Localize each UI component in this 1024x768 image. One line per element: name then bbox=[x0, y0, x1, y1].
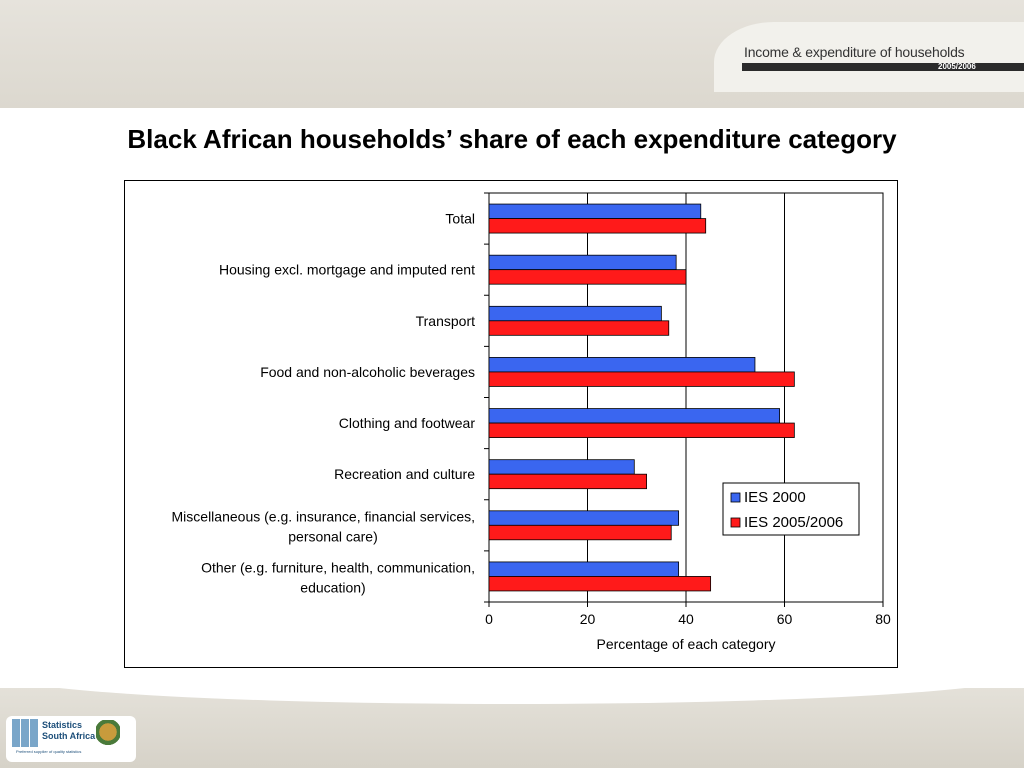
category-label: Food and non-alcoholic beverages bbox=[260, 364, 475, 380]
publication-year: 2005/2006 bbox=[938, 62, 976, 71]
publication-bar bbox=[742, 63, 1024, 71]
header-wave bbox=[714, 22, 1024, 92]
coat-of-arms-icon bbox=[96, 720, 120, 750]
publication-title: Income & expenditure of households bbox=[744, 44, 965, 60]
bar bbox=[488, 320, 670, 336]
bar bbox=[488, 524, 672, 541]
legend-swatch bbox=[730, 517, 741, 528]
bar-chart: 0 20 40 60 80 Total Housing excl. mortgage and… bbox=[172, 192, 891, 652]
legend-label: IES 2005/2006 bbox=[744, 514, 843, 531]
bar bbox=[488, 422, 795, 438]
bar bbox=[488, 218, 707, 234]
bar bbox=[488, 576, 712, 592]
bar bbox=[488, 459, 635, 475]
logo-text-line1: Statistics bbox=[42, 720, 83, 730]
category-label: Clothing and footwear bbox=[339, 415, 476, 431]
x-tick-label: 0 bbox=[485, 611, 493, 627]
bar bbox=[488, 510, 680, 526]
bar bbox=[488, 371, 795, 387]
x-axis-label: Percentage of each category bbox=[596, 636, 775, 652]
legend-swatch bbox=[730, 492, 741, 503]
category-label: education) bbox=[300, 579, 365, 595]
legend-box bbox=[722, 482, 860, 536]
bar bbox=[488, 357, 756, 373]
footer-curve bbox=[0, 674, 1024, 704]
slide-title: Black African households’ share of each … bbox=[127, 124, 897, 154]
category-label: Total bbox=[445, 211, 475, 227]
x-tick-label: 20 bbox=[580, 611, 596, 627]
x-tick-label: 80 bbox=[875, 611, 891, 627]
bar bbox=[488, 408, 780, 424]
bar bbox=[488, 203, 702, 219]
bar bbox=[488, 473, 648, 490]
category-label: Housing excl. mortgage and imputed rent bbox=[219, 262, 475, 278]
bar bbox=[488, 305, 662, 322]
category-label: Miscellaneous (e.g. insurance, financial… bbox=[172, 508, 475, 524]
category-label: Recreation and culture bbox=[334, 466, 475, 482]
category-label: Other (e.g. furniture, health, communica… bbox=[201, 559, 475, 575]
legend-label: IES 2000 bbox=[744, 489, 806, 506]
bar bbox=[488, 269, 687, 285]
stats-sa-logo-icon bbox=[12, 719, 38, 747]
bar bbox=[488, 561, 680, 577]
logo-text-line2: South Africa bbox=[42, 731, 96, 741]
bar bbox=[488, 254, 677, 271]
header-band bbox=[0, 0, 1024, 108]
x-tick-label: 60 bbox=[777, 611, 793, 627]
logo-tagline: Preferred supplier of quality statistics bbox=[16, 749, 82, 754]
category-label: personal care) bbox=[288, 528, 378, 544]
chart-frame: 0 20 40 60 80 Total Housing excl. mortgage and… bbox=[124, 180, 898, 668]
x-tick-label: 40 bbox=[678, 611, 694, 627]
category-label: Transport bbox=[416, 313, 476, 329]
footer-band bbox=[0, 674, 1024, 768]
